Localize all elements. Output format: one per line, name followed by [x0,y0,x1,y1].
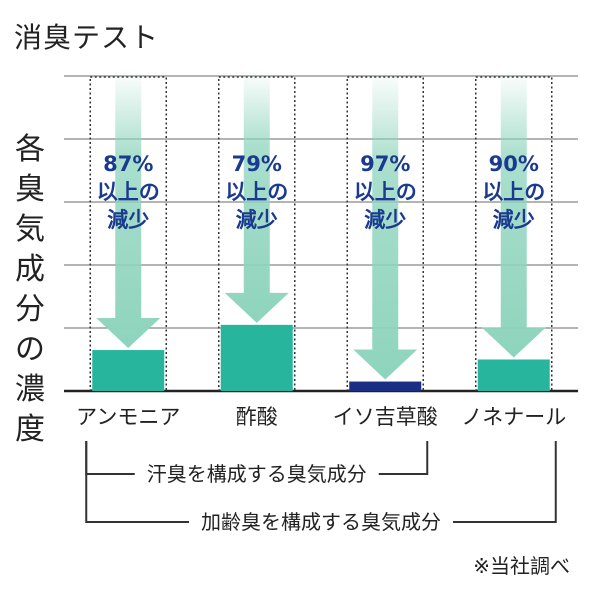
reduction-label: 減少 [493,208,535,232]
bracket-label: 加齢臭を構成する臭気成分 [201,510,441,534]
category-label: イソ吉草酸 [333,405,438,429]
reduction-label: 減少 [107,208,149,232]
reduction-label: 以上の [482,180,545,204]
reduction-label: 以上の [354,180,417,204]
bar-3 [477,359,550,391]
reduction-arrow-0 [96,70,161,349]
bar-2 [349,381,422,391]
reduction-label: 79% [232,152,282,176]
source-note: ※当社調べ [473,554,570,578]
reduction-label: 以上の [97,180,160,204]
reduction-label: 97% [360,152,410,176]
bar-1 [220,324,293,391]
bracket-line [85,441,557,523]
bracket-label: 汗臭を構成する臭気成分 [147,462,367,486]
reduction-label: 以上の [225,180,288,204]
reduction-label: 90% [489,152,539,176]
bar-0 [92,350,165,391]
chart-title: 消臭テスト [14,21,160,54]
reduction-arrow-3 [481,70,546,358]
reduction-arrow-1 [224,70,289,323]
reduction-label: 減少 [236,208,278,232]
category-label: アンモニア [76,405,180,429]
reduction-label: 減少 [364,208,406,232]
reduction-arrow-2 [353,70,418,380]
category-label: ノネナール [461,405,566,429]
y-axis-label: 各臭気成分の濃度 [15,132,45,447]
reduction-label: 87% [103,152,153,176]
category-label: 酢酸 [236,405,278,429]
